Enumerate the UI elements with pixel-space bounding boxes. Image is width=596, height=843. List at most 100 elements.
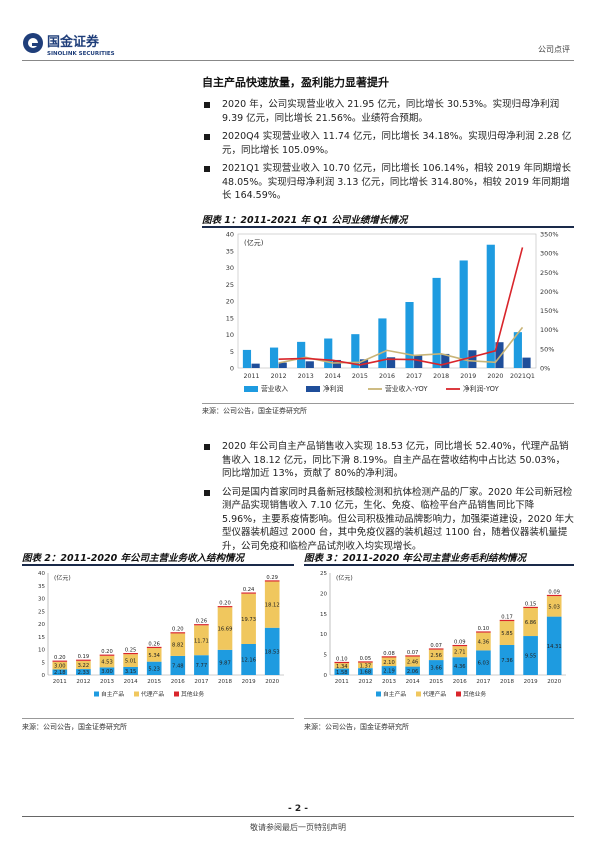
y2-tick-label: 350%: [540, 231, 559, 239]
figure3-bottom-rule: [304, 718, 574, 719]
bar-segment: [170, 655, 186, 675]
legend-label: 净利润-YOY: [463, 384, 500, 393]
bar-segment: [334, 663, 350, 669]
data-label: 7.77: [196, 663, 208, 669]
data-label: 16.69: [218, 627, 233, 633]
figure3-chart: (亿元)05101520251.581.340.1020111.681.370.…: [320, 571, 566, 698]
x-tick-label: 2013: [382, 679, 396, 685]
logo-en-text: SINOLINK SECURITIES: [47, 51, 115, 57]
x-tick-label: 2016: [379, 373, 395, 380]
data-label: 2.18: [54, 670, 66, 676]
data-label: 2.71: [454, 650, 466, 656]
data-label: 1.34: [336, 664, 348, 670]
y2-tick-label: 150%: [540, 307, 559, 315]
data-label: 8.82: [172, 643, 184, 649]
y-tick-label: 40: [38, 571, 45, 577]
bar-segment: [499, 621, 515, 645]
x-tick-label: 2015: [147, 679, 161, 685]
bar-segment: [264, 580, 280, 582]
x-tick-label: 2015: [429, 679, 443, 685]
data-label: 4.53: [101, 660, 113, 666]
legend-swatch: [244, 386, 258, 392]
bar-segment: [546, 616, 562, 675]
y2-tick-label: 0%: [540, 365, 550, 373]
figure3-title: 图表 3：2011-2020 年公司主营业务毛利结构情况: [304, 553, 527, 564]
y-tick-label: 20: [320, 591, 327, 597]
data-label: 0.08: [383, 651, 395, 657]
data-label: 3.00: [54, 664, 66, 670]
data-label: 2.06: [407, 669, 419, 675]
data-label: 2.56: [430, 653, 442, 659]
bar-segment: [170, 632, 186, 634]
bar-segment: [76, 669, 91, 675]
unit-label: (亿元): [54, 574, 71, 582]
data-label: 0.09: [548, 589, 560, 595]
bar-segment: [428, 660, 444, 675]
summary-bullets: 2020 年，公司实现营业收入 21.95 亿元，同比增长 30.53%。实现归…: [202, 98, 574, 208]
bar-net-profit: [522, 357, 531, 368]
legend-swatch: [306, 386, 320, 392]
x-tick-label: 2018: [500, 679, 514, 685]
y-tick-label: 0: [230, 365, 234, 373]
y-tick-label: 5: [42, 660, 46, 666]
y-tick-label: 30: [38, 597, 45, 603]
bar-segment: [241, 593, 256, 644]
figure2-top-rule: [22, 564, 294, 566]
bar-segment: [170, 633, 186, 656]
series-line-revenue-yoy: [278, 326, 524, 364]
x-tick-label: 2012: [76, 679, 90, 685]
bar-segment: [452, 646, 468, 658]
legend-label: 营业收入: [261, 384, 288, 393]
legend-label: 其他业务: [463, 690, 486, 698]
bar-net-profit: [495, 342, 504, 368]
data-label: 1.58: [336, 670, 348, 676]
bullet-item: 公司是国内首家同时具备新冠核酸检测和抗体检测产品的厂家。2020 年公司新冠检测…: [202, 486, 574, 554]
data-label: 0.05: [360, 656, 372, 662]
data-label: 3.00: [101, 669, 113, 675]
bar-segment: [264, 581, 280, 628]
legend-label: 营业收入-YOY: [385, 384, 428, 393]
data-label: 6.03: [478, 661, 490, 667]
data-label: 5.34: [148, 653, 160, 659]
bar-segment: [123, 666, 138, 675]
bar-segment: [76, 659, 91, 661]
bar-segment: [334, 668, 350, 675]
y-tick-label: 10: [226, 331, 234, 339]
bar-segment: [358, 668, 373, 675]
bar-segment: [381, 656, 397, 658]
bar-net-profit: [441, 353, 450, 368]
data-label: 4.36: [478, 640, 490, 646]
data-label: 0.29: [266, 575, 278, 581]
bar-revenue: [378, 318, 387, 368]
bar-net-profit: [332, 359, 341, 368]
data-label: 0.20: [172, 627, 184, 633]
bar-revenue: [324, 338, 333, 368]
y-tick-label: 25: [320, 571, 327, 577]
data-label: 1.68: [360, 670, 372, 676]
data-label: 7.36: [501, 658, 513, 664]
bar-segment: [523, 606, 538, 609]
data-label: 11.71: [194, 638, 209, 644]
y-tick-label: 10: [320, 632, 327, 638]
data-label: 0.26: [196, 619, 208, 625]
x-tick-label: 2018: [218, 679, 232, 685]
bar-segment: [452, 657, 468, 675]
data-label: 5.23: [148, 666, 160, 672]
legend-swatch: [416, 691, 421, 697]
bar-segment: [428, 648, 444, 650]
bar-segment: [146, 648, 162, 662]
logo-cn-text: 国金证券: [47, 34, 100, 50]
bar-revenue: [513, 332, 522, 368]
y-tick-label: 5: [324, 653, 328, 659]
figure1-source: 来源：公司公告，国金证券研究所: [202, 407, 307, 415]
bar-segment: [499, 619, 515, 622]
data-label: 0.10: [336, 656, 348, 662]
bar-segment: [405, 666, 420, 675]
bar-segment: [217, 606, 233, 608]
series-line-net-profit-yoy: [278, 247, 524, 366]
x-tick-label: 2021Q1: [510, 373, 535, 380]
bar-net-profit: [305, 361, 314, 368]
data-label: 0.09: [454, 639, 466, 645]
data-label: 0.10: [478, 626, 490, 632]
data-label: 12.16: [241, 657, 256, 663]
